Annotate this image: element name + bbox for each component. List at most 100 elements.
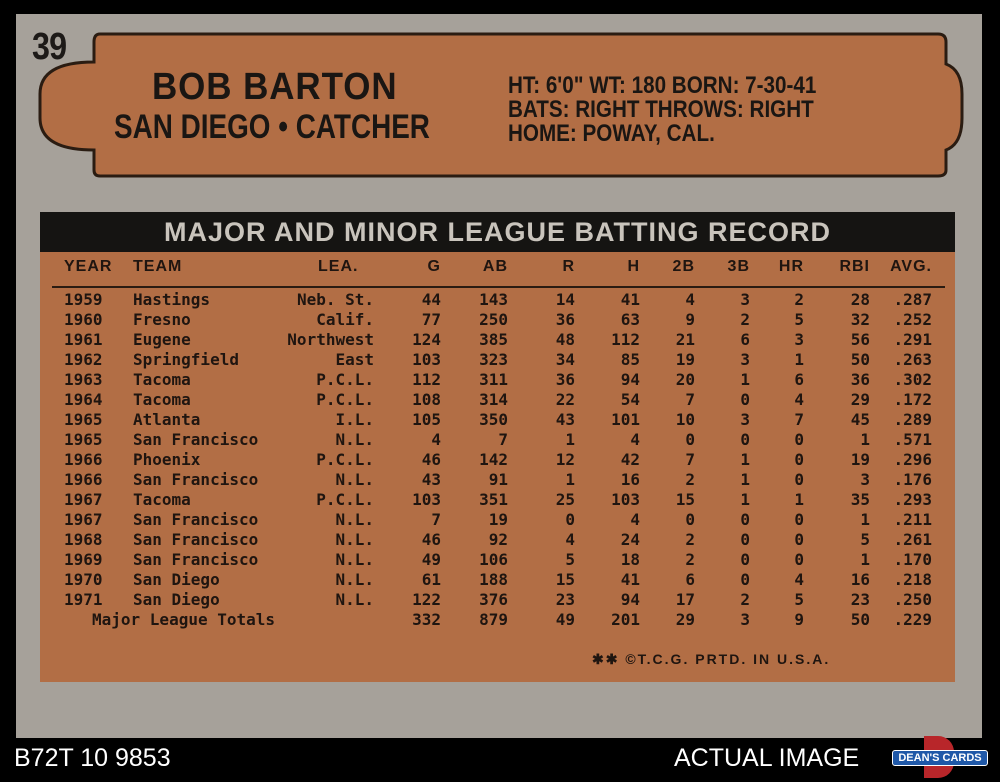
table-cell-year: 1959 [64,290,103,309]
table-cell-avg: .289 [893,410,932,429]
table-cell-rbi: 5 [860,530,870,549]
table-cell-h: 94 [620,590,640,609]
table-cell-hr: 0 [794,510,804,529]
table-cell-team: Tacoma [133,390,191,409]
table-cell-ab: 142 [479,450,508,469]
table-cell-team: Tacoma [133,370,191,389]
table-cell-h: 18 [620,550,640,569]
table-cell-hr: 0 [794,450,804,469]
col-rbi-header: RBI [839,258,870,275]
table-cell-team: San Diego [133,590,220,609]
col-year-header: YEAR [64,258,113,275]
table-cell-year: 1961 [64,330,103,349]
table-cell-2b: 4 [685,290,695,309]
table-cell-3b: 6 [740,330,750,349]
table-cell-rbi: 32 [850,310,870,329]
table-cell-3b: 0 [740,430,750,449]
table-cell-ab: 314 [479,390,508,409]
table-cell-league: N.L. [335,470,374,489]
table-cell-hr: 7 [794,410,804,429]
table-cell-2b: 21 [675,330,695,349]
table-cell-ab: 351 [479,490,508,509]
item-code: B72T 10 9853 [14,744,171,772]
table-cell-h: 42 [620,450,640,469]
table-cell-team: Fresno [133,310,191,329]
table-cell-avg: .302 [893,370,932,389]
table-cell-h: 63 [620,310,640,329]
table-cell-league: I.L. [335,410,374,429]
table-cell-league: N.L. [335,510,374,529]
table-cell-g: 7 [431,510,441,529]
table-cell-league: P.C.L. [316,450,374,469]
table-cell-avg: .176 [893,470,932,489]
table-cell-h: 4 [630,430,640,449]
table-cell-2b: 17 [675,590,695,609]
table-cell-r: 36 [555,370,575,389]
table-cell-avg: .296 [893,450,932,469]
table-cell-g: 105 [412,410,441,429]
table-cell-ab: 323 [479,350,508,369]
table-cell-hr: 0 [794,530,804,549]
table-cell-year: 1967 [64,490,103,509]
table-cell-2b: 7 [685,390,695,409]
table-cell-year: 1962 [64,350,103,369]
table-cell-3b: 2 [740,590,750,609]
bio-height-weight-born: HT: 6'0" WT: 180 BORN: 7-30-41 [508,72,817,99]
table-cell-league: N.L. [335,430,374,449]
table-cell-year: 1960 [64,310,103,329]
table-cell-team: Tacoma [133,490,191,509]
table-cell-ab: 19 [488,510,508,529]
table-cell-rbi: 56 [850,330,870,349]
table-cell-hr: 1 [794,490,804,509]
table-cell-rbi: 29 [850,390,870,409]
table-cell-g: 103 [412,350,441,369]
table-cell-r: 1 [565,430,575,449]
table-cell-league: Calif. [316,310,374,329]
table-cell-rbi: 1 [860,510,870,529]
table-cell-2b: 6 [685,570,695,589]
table-cell-hr: 2 [794,290,804,309]
col-avg-header: AVG. [890,258,932,275]
table-cell-2b: 0 [685,510,695,529]
table-cell-r: 23 [555,590,575,609]
table-cell-hr: 6 [794,370,804,389]
table-cell-g: 49 [421,550,441,569]
totals-cell: .229 [893,610,932,629]
table-cell-r: 5 [565,550,575,569]
table-cell-3b: 3 [740,290,750,309]
table-cell-hr: 4 [794,570,804,589]
totals-cell: 29 [675,610,695,629]
table-cell-r: 34 [555,350,575,369]
table-cell-2b: 2 [685,470,695,489]
table-cell-team: Springfield [133,350,239,369]
table-cell-rbi: 35 [850,490,870,509]
table-cell-h: 41 [620,290,640,309]
table-cell-league: Neb. St. [296,290,374,309]
table-cell-3b: 0 [740,390,750,409]
table-cell-avg: .218 [893,570,932,589]
record-title: MAJOR AND MINOR LEAGUE BATTING RECORD [164,217,831,247]
table-cell-league: N.L. [335,530,374,549]
table-cell-2b: 2 [685,530,695,549]
table-cell-avg: .571 [893,430,932,449]
table-cell-hr: 3 [794,330,804,349]
table-cell-g: 122 [412,590,441,609]
table-cell-3b: 3 [740,410,750,429]
table-cell-r: 15 [555,570,575,589]
table-cell-3b: 1 [740,490,750,509]
table-cell-g: 44 [421,290,441,309]
totals-label: Major League Totals [92,610,276,629]
table-cell-ab: 143 [479,290,508,309]
col-league-header: LEA. [318,258,359,275]
table-cell-team: San Francisco [133,470,259,489]
table-cell-team: San Francisco [133,550,259,569]
table-cell-team: San Francisco [133,530,259,549]
col-team-header: TEAM [133,258,183,275]
col-3b-header: 3B [727,258,750,275]
table-cell-r: 4 [565,530,575,549]
table-cell-r: 48 [555,330,575,349]
table-cell-g: 46 [421,530,441,549]
table-cell-avg: .293 [893,490,932,509]
table-cell-ab: 91 [488,470,508,489]
table-cell-2b: 10 [675,410,695,429]
